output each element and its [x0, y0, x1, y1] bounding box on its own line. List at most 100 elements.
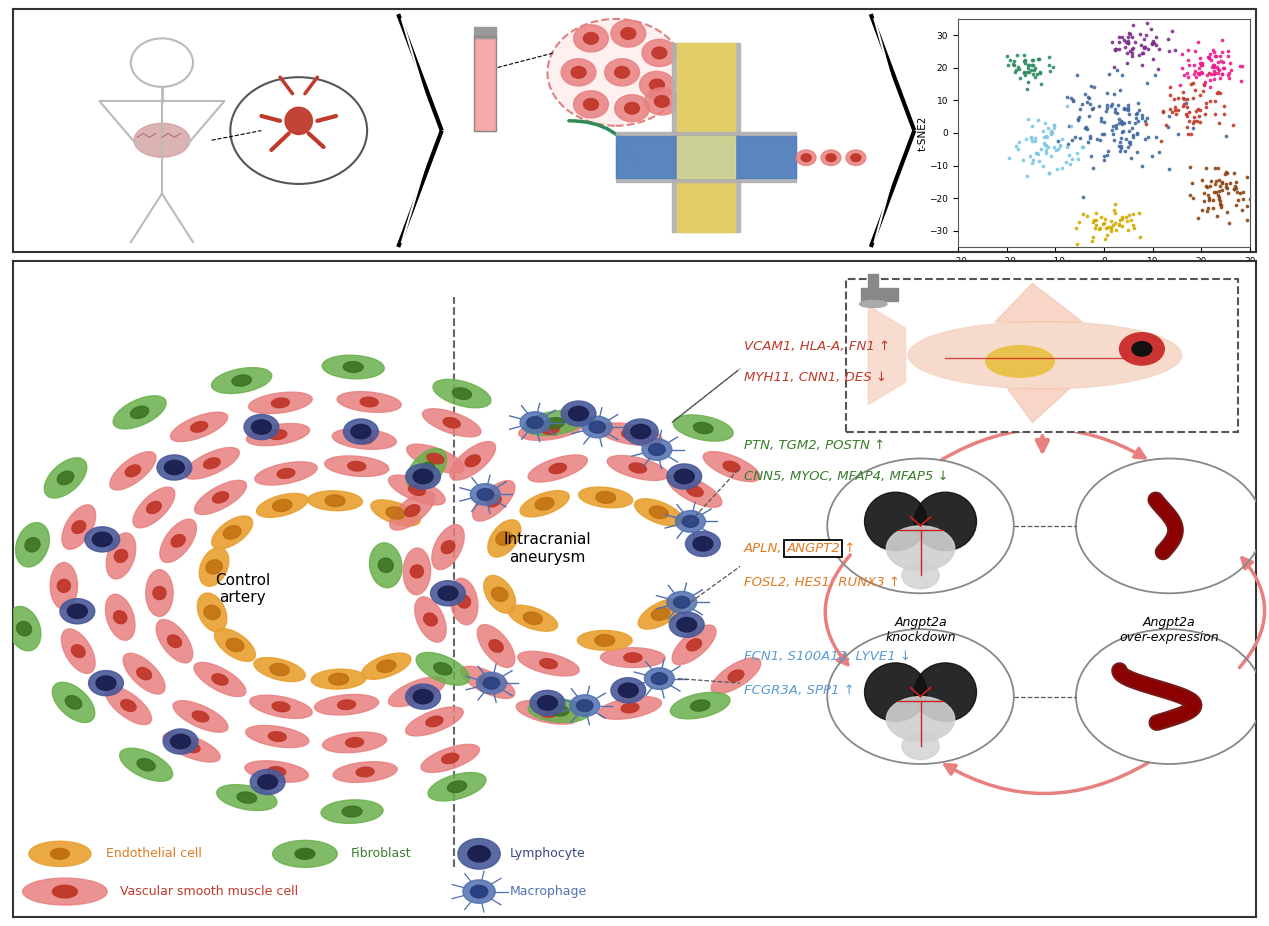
Ellipse shape	[119, 748, 173, 782]
Ellipse shape	[524, 410, 585, 435]
Ellipse shape	[579, 487, 633, 507]
Ellipse shape	[386, 507, 405, 519]
Ellipse shape	[902, 732, 939, 759]
Ellipse shape	[406, 444, 464, 473]
Circle shape	[430, 581, 466, 606]
Ellipse shape	[487, 519, 520, 557]
Text: PTN, TGM2, POSTN ↑: PTN, TGM2, POSTN ↑	[744, 439, 886, 452]
Ellipse shape	[345, 738, 363, 747]
Ellipse shape	[223, 526, 241, 539]
Circle shape	[85, 527, 119, 552]
Circle shape	[414, 469, 433, 483]
Circle shape	[170, 734, 190, 749]
Ellipse shape	[528, 698, 590, 722]
Ellipse shape	[483, 575, 515, 613]
Ellipse shape	[523, 612, 542, 624]
Circle shape	[821, 150, 841, 166]
Polygon shape	[995, 283, 1082, 322]
Circle shape	[645, 88, 679, 115]
Circle shape	[652, 47, 666, 58]
Circle shape	[640, 71, 674, 98]
Circle shape	[468, 845, 490, 862]
Ellipse shape	[409, 686, 425, 697]
Ellipse shape	[325, 456, 388, 477]
Text: Angpt2a
over-expression: Angpt2a over-expression	[1119, 616, 1220, 644]
Text: Lymphocyte: Lymphocyte	[510, 847, 586, 860]
Ellipse shape	[428, 772, 486, 801]
Ellipse shape	[121, 700, 136, 711]
Ellipse shape	[629, 463, 646, 473]
Ellipse shape	[232, 375, 251, 386]
Text: VCAM1, HLA-A, FN1 ↑: VCAM1, HLA-A, FN1 ↑	[744, 340, 890, 353]
Circle shape	[89, 670, 123, 695]
Text: Intracranial
aneurysm: Intracranial aneurysm	[504, 532, 591, 565]
Circle shape	[614, 94, 650, 122]
Ellipse shape	[378, 558, 393, 572]
Ellipse shape	[634, 499, 683, 526]
Ellipse shape	[914, 493, 977, 551]
Circle shape	[344, 419, 378, 444]
Circle shape	[67, 604, 88, 619]
Ellipse shape	[596, 492, 615, 504]
Circle shape	[576, 700, 593, 711]
Ellipse shape	[160, 519, 197, 562]
Circle shape	[93, 532, 112, 546]
Ellipse shape	[687, 639, 702, 651]
Ellipse shape	[388, 677, 445, 707]
Bar	[671, 44, 740, 232]
Ellipse shape	[137, 668, 151, 680]
Circle shape	[826, 154, 836, 162]
Ellipse shape	[426, 716, 443, 727]
Ellipse shape	[256, 494, 308, 518]
Ellipse shape	[433, 380, 491, 407]
Ellipse shape	[246, 725, 308, 747]
Ellipse shape	[450, 442, 496, 480]
Circle shape	[693, 537, 713, 551]
Circle shape	[796, 150, 816, 166]
Ellipse shape	[71, 644, 85, 657]
Circle shape	[610, 678, 646, 703]
Ellipse shape	[23, 878, 107, 905]
Circle shape	[406, 464, 440, 489]
Ellipse shape	[325, 494, 345, 507]
Ellipse shape	[909, 321, 1181, 389]
Ellipse shape	[599, 696, 661, 720]
Ellipse shape	[184, 447, 240, 479]
Ellipse shape	[528, 455, 588, 482]
Ellipse shape	[442, 753, 459, 764]
Ellipse shape	[914, 663, 977, 721]
Circle shape	[483, 677, 500, 689]
Ellipse shape	[270, 664, 289, 676]
Circle shape	[642, 439, 671, 460]
Circle shape	[669, 612, 704, 637]
Ellipse shape	[44, 457, 86, 498]
Ellipse shape	[131, 407, 148, 419]
Bar	[676, 44, 735, 232]
Ellipse shape	[146, 501, 161, 514]
Ellipse shape	[549, 463, 566, 473]
Text: Angpt2a
knockdown: Angpt2a knockdown	[886, 616, 956, 644]
Circle shape	[250, 770, 286, 795]
Ellipse shape	[250, 695, 312, 719]
Circle shape	[471, 885, 487, 898]
Circle shape	[666, 464, 702, 489]
Ellipse shape	[477, 624, 515, 668]
Circle shape	[624, 103, 640, 114]
Ellipse shape	[343, 807, 362, 817]
Ellipse shape	[246, 423, 310, 445]
Ellipse shape	[183, 742, 201, 753]
Ellipse shape	[322, 732, 387, 753]
Ellipse shape	[518, 651, 579, 676]
Ellipse shape	[25, 538, 41, 552]
Text: Control
artery: Control artery	[216, 572, 270, 605]
Circle shape	[569, 407, 589, 420]
Ellipse shape	[607, 456, 669, 481]
Text: Vascular smooth muscle cell: Vascular smooth muscle cell	[119, 885, 298, 898]
Ellipse shape	[72, 520, 86, 533]
Ellipse shape	[650, 507, 669, 519]
Ellipse shape	[520, 491, 570, 517]
Ellipse shape	[670, 693, 730, 719]
Ellipse shape	[423, 408, 481, 437]
Polygon shape	[476, 33, 495, 131]
Ellipse shape	[273, 499, 292, 511]
